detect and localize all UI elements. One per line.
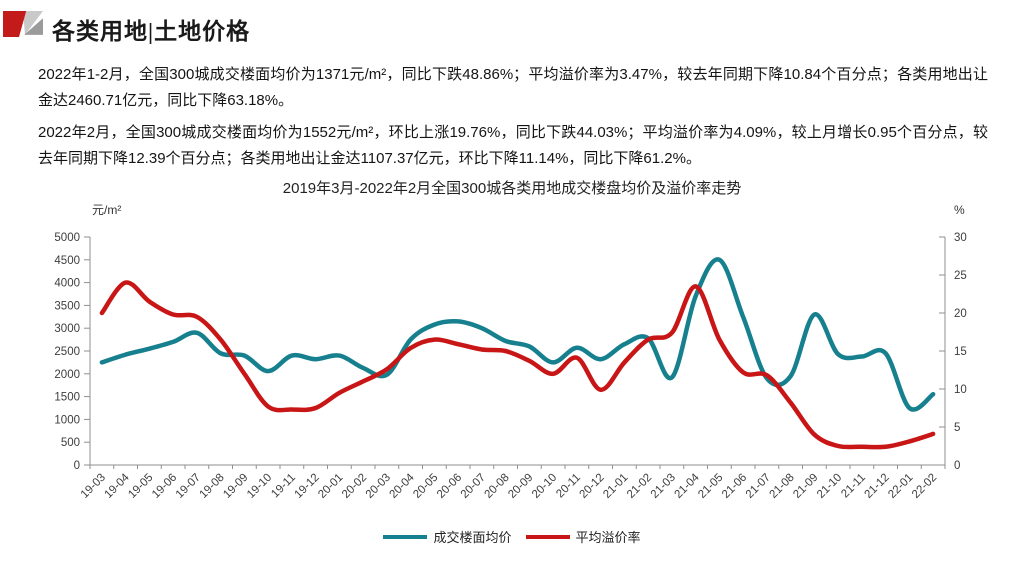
x-axis-tick-label: 19-04 bbox=[102, 471, 132, 501]
right-axis-tick-label: 10 bbox=[954, 384, 967, 396]
x-axis-tick-label: 20-04 bbox=[387, 471, 417, 501]
x-axis-tick-label: 19-08 bbox=[197, 472, 226, 501]
x-axis-tick-label: 21-09 bbox=[791, 472, 820, 501]
summary-paragraph-jan-feb: 2022年1-2月，全国300城成交楼面均价为1371元/m²，同比下跌48.8… bbox=[38, 66, 988, 109]
left-axis-tick-label: 1500 bbox=[54, 392, 80, 404]
series-line-avg-premium-rate bbox=[99, 280, 936, 450]
left-axis-tick-label: 4000 bbox=[54, 278, 80, 290]
x-axis-tick-label: 20-05 bbox=[411, 472, 440, 501]
x-axis-tick-label: 21-04 bbox=[672, 471, 702, 501]
x-axis-tick-label: 19-11 bbox=[269, 472, 298, 501]
left-axis-tick-label: 2500 bbox=[54, 346, 80, 358]
x-axis-tick-label: 20-03 bbox=[364, 472, 393, 501]
x-axis-tick-label: 20-08 bbox=[482, 472, 511, 501]
left-axis-tick-label: 2000 bbox=[54, 369, 80, 381]
x-axis-tick-label: 20-07 bbox=[459, 472, 488, 501]
legend-item: 平均溢价率 bbox=[525, 527, 641, 546]
legend-label: 成交楼面均价 bbox=[433, 530, 512, 545]
left-axis-tick-label: 5000 bbox=[54, 232, 80, 244]
series-line-avg-floor-price bbox=[99, 257, 936, 412]
x-axis-tick-label: 21-07 bbox=[744, 472, 773, 501]
x-axis-tick-label: 19-09 bbox=[221, 472, 250, 501]
right-axis-tick-label: 25 bbox=[954, 270, 967, 282]
x-axis-tick-label: 19-05 bbox=[126, 472, 155, 501]
legend-item: 成交楼面均价 bbox=[383, 527, 512, 546]
x-axis-tick-label: 19-12 bbox=[292, 472, 321, 501]
left-axis-tick-label: 1000 bbox=[54, 414, 80, 426]
x-axis-tick-label: 21-11 bbox=[839, 472, 868, 501]
x-axis-tick-label: 22-02 bbox=[910, 472, 939, 501]
summary-paragraph-feb: 2022年2月，全国300城成交楼面均价为1552元/m²，环比上涨19.76%… bbox=[38, 124, 988, 167]
x-axis-tick-label: 20-10 bbox=[530, 472, 559, 501]
x-axis-tick-label: 20-12 bbox=[577, 472, 606, 501]
x-axis-tick-label: 21-12 bbox=[862, 472, 891, 501]
right-axis-tick-label: 0 bbox=[954, 460, 960, 472]
left-axis-tick-label: 500 bbox=[61, 437, 80, 449]
right-axis-tick-label: 5 bbox=[954, 422, 960, 434]
left-axis-tick-label: 3500 bbox=[54, 300, 80, 312]
right-axis-tick-label: 15 bbox=[954, 346, 967, 358]
legend-label: 平均溢价率 bbox=[575, 530, 641, 545]
x-axis-tick-label: 19-07 bbox=[174, 472, 203, 501]
x-axis-tick-label: 20-06 bbox=[435, 472, 464, 501]
x-axis-tick-label: 19-06 bbox=[150, 472, 179, 501]
x-axis-tick-label: 21-03 bbox=[649, 472, 678, 501]
x-axis-tick-label: 20-11 bbox=[554, 472, 583, 501]
page-title: 各类用地|土地价格 bbox=[52, 19, 251, 44]
x-axis-tick-label: 20-01 bbox=[316, 472, 345, 501]
trend-chart: 0 500 1000 1500 2000 2500 3000 3500 4000 4500 5000… bbox=[54, 203, 967, 501]
x-axis-tick-label: 22-01 bbox=[886, 472, 915, 501]
left-axis-tick-label: 4500 bbox=[54, 255, 80, 267]
x-axis-tick-label: 20-02 bbox=[340, 472, 369, 501]
left-axis-unit-label: 元/m² bbox=[92, 203, 121, 217]
x-axis-tick-label: 21-02 bbox=[625, 472, 654, 501]
chart-legend: 成交楼面均价 平均溢价率 bbox=[0, 527, 1024, 546]
x-axis-tick-label: 19-03 bbox=[79, 472, 108, 501]
left-axis-tick-label: 3000 bbox=[54, 323, 80, 335]
legend-swatch-icon bbox=[383, 534, 428, 539]
x-axis-tick-label: 21-05 bbox=[696, 472, 725, 501]
right-axis-tick-label: 20 bbox=[954, 308, 967, 320]
x-axis-tick-label: 20-09 bbox=[506, 472, 535, 501]
right-axis-tick-label: 30 bbox=[954, 232, 967, 244]
chart-title: 2019年3月-2022年2月全国300城各类用地成交楼盘均价及溢价率走势 bbox=[282, 180, 742, 197]
logo-red-shape-icon bbox=[3, 11, 27, 37]
x-axis-tick-label: 21-08 bbox=[767, 472, 796, 501]
legend-swatch-icon bbox=[525, 534, 570, 539]
x-axis-tick-label: 21-01 bbox=[601, 472, 630, 501]
report-logo bbox=[3, 11, 43, 37]
x-axis-tick-label: 21-10 bbox=[815, 472, 844, 501]
x-axis-tick-label: 19-10 bbox=[245, 472, 274, 501]
left-axis-tick-label: 0 bbox=[74, 460, 80, 472]
x-axis-tick-label: 21-06 bbox=[720, 472, 749, 501]
right-axis-unit-label: % bbox=[954, 203, 965, 217]
